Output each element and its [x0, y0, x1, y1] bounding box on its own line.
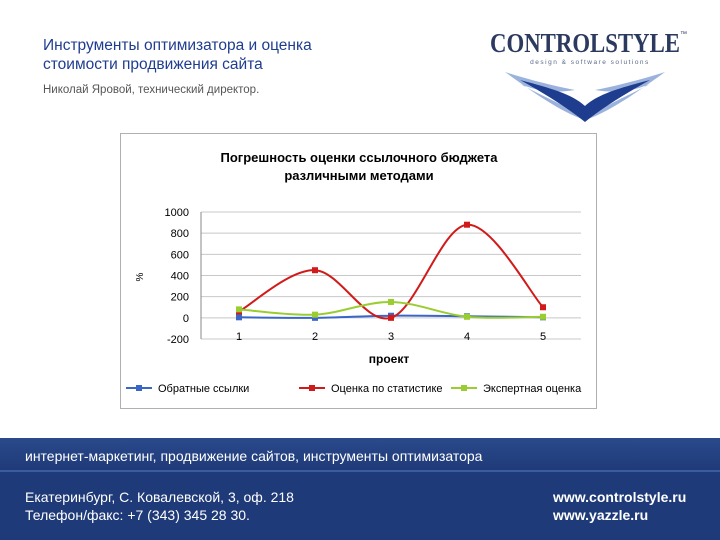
legend-swatch-marker-1 — [309, 385, 315, 391]
logo-wing-right-dark — [585, 80, 650, 122]
logo-wing-right — [585, 72, 665, 120]
series-2-point-1 — [312, 311, 318, 318]
series-0-point-0 — [236, 314, 242, 321]
legend-entry-1: Оценка по статистике — [331, 383, 443, 395]
legend-swatch-marker-2 — [461, 385, 467, 391]
footer-tagline: интернет-маркетинг, продвижение сайтов, … — [25, 448, 483, 464]
legend-entry-0: Обратные ссылки — [158, 383, 249, 395]
logo-tm: ™ — [680, 31, 687, 38]
chart-title-line2: различными методами — [284, 168, 433, 183]
footer-band — [0, 438, 720, 540]
logo-wing-left-dark — [520, 80, 585, 122]
legend-entry-2: Экспертная оценка — [483, 383, 582, 395]
series-1-point-2 — [388, 314, 394, 321]
logo-brand: CONTROLSTYLE — [490, 28, 680, 58]
y-tick-label: -200 — [167, 334, 189, 346]
x-tick-label: 2 — [312, 331, 318, 343]
page-title: Инструменты оптимизатора и оценка стоимо… — [43, 36, 312, 74]
y-tick-label: 800 — [171, 228, 189, 240]
chart-series — [236, 221, 546, 321]
series-1-point-4 — [540, 304, 546, 311]
line-chart: Погрешность оценки ссылочного бюджета ра… — [126, 150, 582, 395]
y-tick-label: 0 — [183, 313, 189, 325]
site-link-yazzle[interactable]: www.yazzle.ru — [553, 507, 649, 523]
page-title-line2: стоимости продвижения сайта — [43, 56, 263, 73]
y-tick-label: 600 — [171, 249, 189, 261]
series-2-point-4 — [540, 313, 546, 320]
series-2-point-3 — [464, 313, 470, 320]
footer-sites: www.controlstyle.ru www.yazzle.ru — [553, 488, 686, 524]
x-tick-label: 5 — [540, 331, 546, 343]
x-tick-label: 4 — [464, 331, 470, 343]
page-subtitle: Николай Яровой, технический директор. — [43, 84, 260, 96]
x-axis-label: проект — [369, 352, 410, 366]
legend-swatch-marker-0 — [136, 385, 142, 391]
footer-contacts: Екатеринбург, С. Ковалевской, 3, оф. 218… — [25, 488, 294, 524]
x-tick-labels: 1 2 3 4 5 — [236, 331, 546, 343]
logo-graphic: CONTROLSTYLE ™ design & software solutio… — [490, 28, 687, 122]
logo-tagline: design & software solutions — [530, 59, 650, 66]
chart-container: Погрешность оценки ссылочного бюджета ра… — [120, 133, 597, 409]
site-link-controlstyle[interactable]: www.controlstyle.ru — [553, 489, 687, 505]
series-2-point-0 — [236, 306, 242, 313]
x-tick-label: 1 — [236, 331, 242, 343]
chart-legend: Обратные ссылки Оценка по статистике Экспе… — [126, 383, 582, 395]
footer-divider — [0, 470, 720, 472]
x-tick-label: 3 — [388, 331, 394, 343]
series-0-point-1 — [312, 314, 318, 321]
footer-address: Екатеринбург, С. Ковалевской, 3, оф. 218 — [25, 489, 294, 505]
series-line-1 — [238, 223, 544, 320]
y-tick-label: 1000 — [165, 207, 189, 219]
series-1-point-1 — [312, 267, 318, 274]
series-2-point-2 — [388, 298, 394, 305]
y-tick-label: 200 — [171, 292, 189, 304]
page-title-line1: Инструменты оптимизатора и оценка — [43, 37, 312, 54]
chart-grid — [200, 211, 581, 340]
controlstyle-logo: CONTROLSTYLE ™ design & software solutio… — [480, 20, 690, 135]
footer-phone: Телефон/факс: +7 (343) 345 28 30. — [25, 507, 250, 523]
y-axis-label: % — [135, 272, 146, 281]
logo-wing-left — [505, 72, 585, 120]
series-1-point-3 — [464, 221, 470, 228]
y-tick-label: 400 — [171, 271, 189, 283]
footer-strip — [0, 438, 720, 470]
y-tick-labels: 1000 800 600 400 200 0 -200 — [165, 207, 189, 346]
chart-title-line1: Погрешность оценки ссылочного бюджета — [221, 150, 499, 165]
